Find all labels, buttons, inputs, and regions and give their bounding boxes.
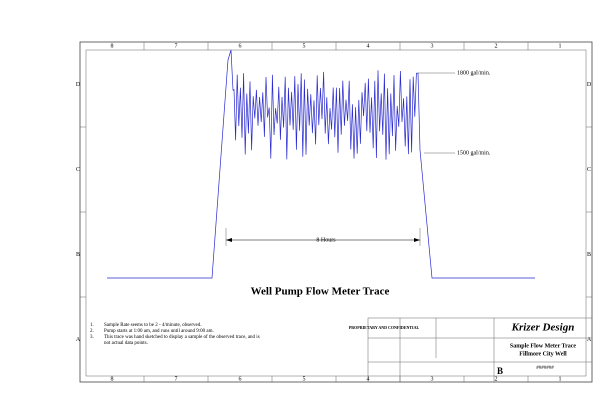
note-number: 1. (90, 323, 94, 328)
trace-title: Well Pump Flow Meter Trace (251, 286, 390, 298)
column-label: 4 (367, 43, 370, 49)
title-block-frame (367, 317, 593, 383)
row-label: C (76, 167, 80, 173)
column-label: 2 (495, 43, 498, 49)
note-text: Pump starts at 1:00 am, and runs until a… (104, 329, 214, 334)
drawing-title: Sample Flow Meter Trace (510, 343, 576, 349)
sheet-size: B (497, 366, 503, 376)
column-label: 1 (559, 376, 562, 382)
column-label: 2 (495, 376, 498, 382)
column-label: 3 (431, 43, 434, 49)
notes: 1. Sample Rate seems to be 2 - 4/minute, … (90, 323, 260, 346)
column-label: 3 (431, 376, 434, 382)
row-label: B (587, 252, 591, 258)
column-label: 5 (303, 376, 306, 382)
column-label: 6 (239, 376, 242, 382)
column-label: 6 (239, 43, 242, 49)
high-label: 1800 gal/min. (457, 70, 491, 76)
row-label: D (587, 82, 592, 88)
confidential: PROPRIETARY AND CONFIDENTIAL (349, 325, 420, 330)
note-number: 3. (90, 335, 94, 340)
note-text: This trace was hand sketched to display … (104, 335, 260, 340)
column-label: 8 (111, 376, 114, 382)
column-label: 7 (175, 376, 178, 382)
note-text-cont: not actual data points. (104, 341, 148, 346)
column-label: 1 (559, 43, 562, 49)
row-label: A (587, 337, 592, 343)
row-label: D (76, 82, 81, 88)
project: Fillmore City Well (519, 351, 567, 357)
low-label: 1500 gal/min. (457, 150, 491, 156)
duration-label: 8 Hours (316, 237, 336, 243)
company: Krizer Design (511, 322, 575, 334)
row-label: A (76, 337, 81, 343)
column-label: 8 (111, 43, 114, 49)
drawing-number: ####### (536, 366, 554, 371)
flow-trace (107, 49, 535, 279)
title-block: PROPRIETARY AND CONFIDENTIAL Krizer Desi… (349, 317, 593, 383)
row-label: B (76, 252, 80, 258)
note-number: 2. (90, 329, 94, 334)
note-text: Sample Rate seems to be 2 - 4/minute, ob… (104, 323, 201, 328)
column-label: 7 (175, 43, 178, 49)
column-label: 5 (303, 43, 306, 49)
row-label: C (587, 167, 591, 173)
